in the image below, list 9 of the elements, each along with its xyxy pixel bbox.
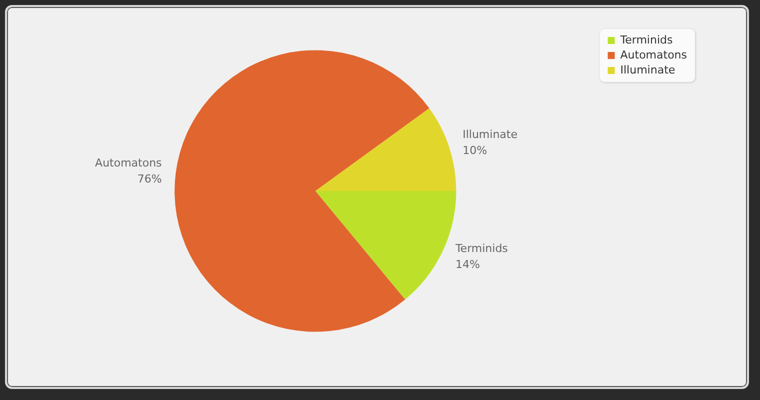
legend-label: Illuminate — [620, 63, 676, 76]
slice-label: Terminids — [454, 242, 508, 255]
data-label: 14% — [455, 258, 480, 271]
legend-label: Terminids — [619, 33, 673, 46]
data-label: 76% — [137, 172, 162, 186]
slice-label: Illuminate — [462, 128, 518, 142]
legend-label: Automatons — [620, 48, 688, 62]
slice-label: Automatons — [95, 156, 162, 170]
data-label: 10% — [462, 144, 488, 158]
